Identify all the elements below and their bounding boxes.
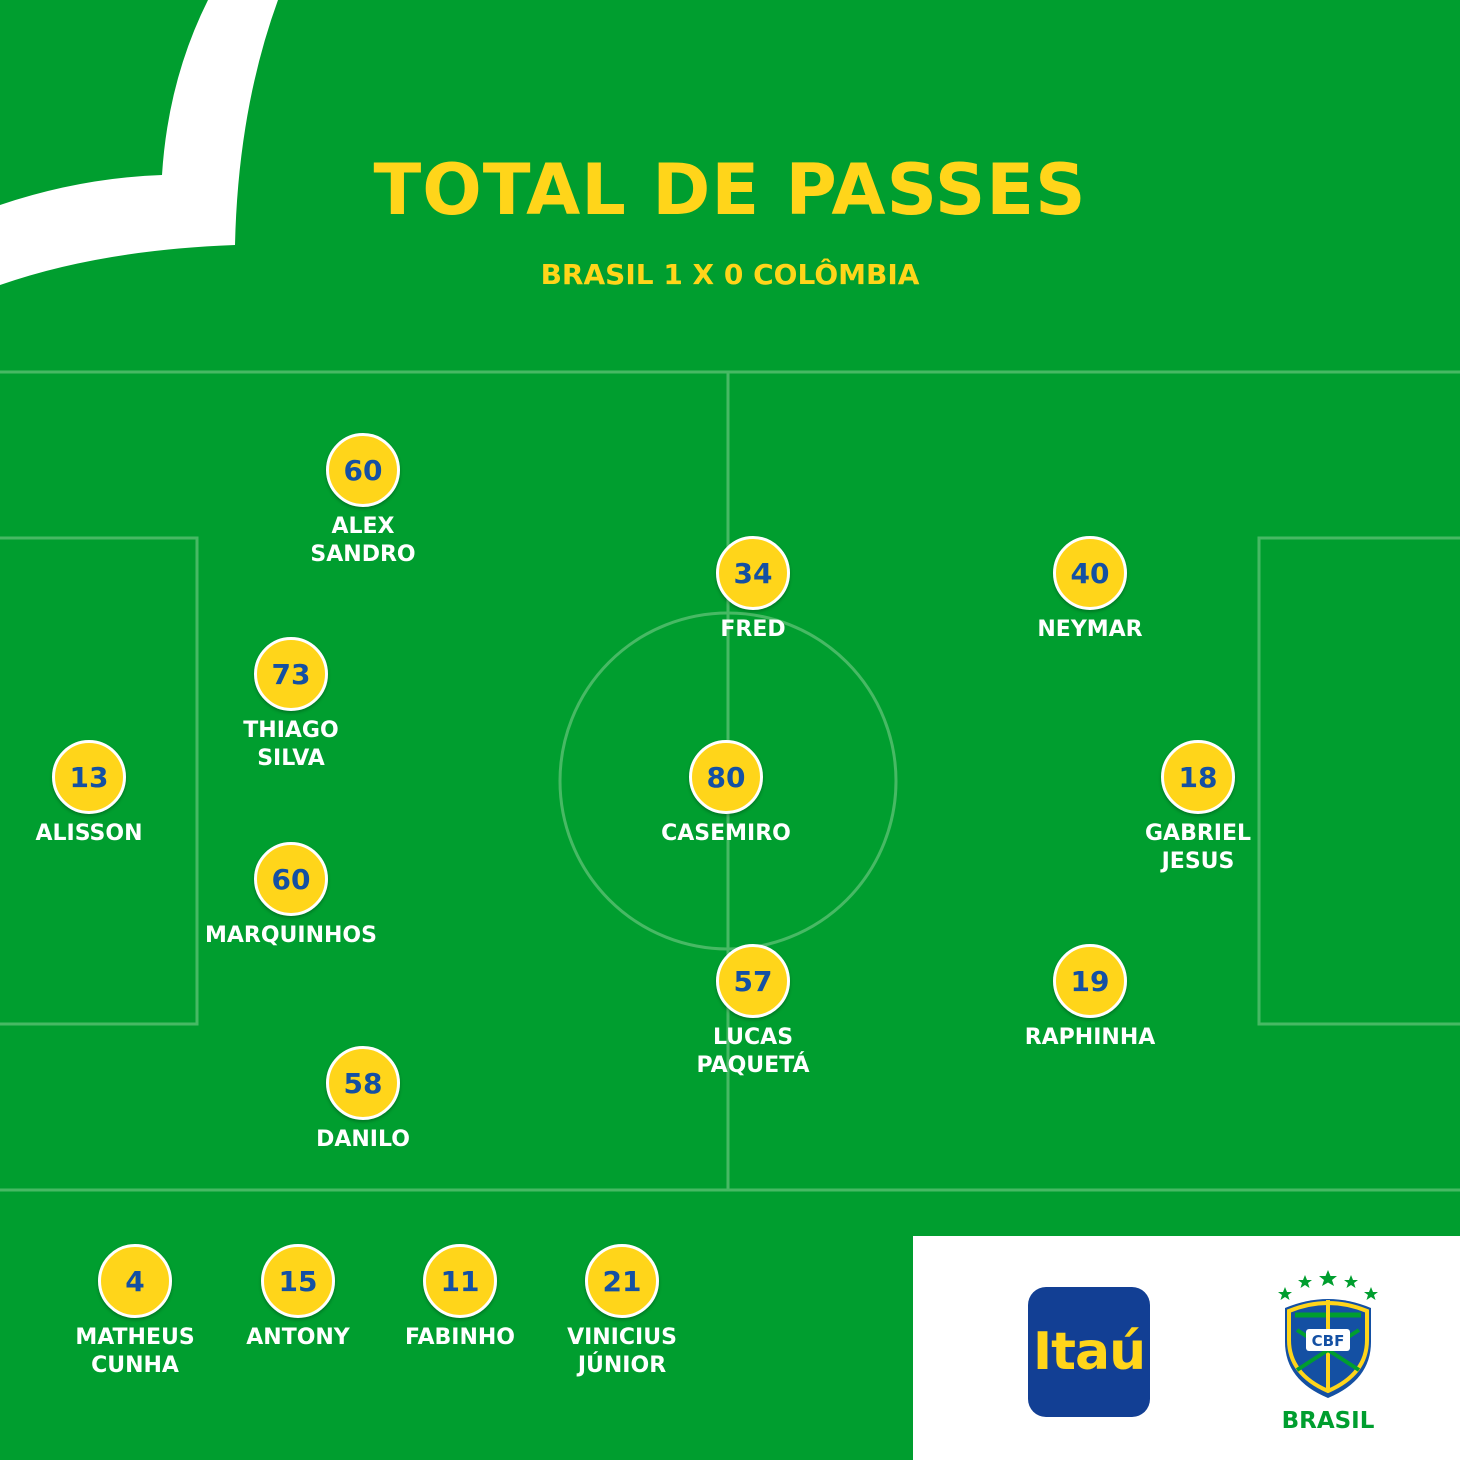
decorative-swoosh [0,0,278,285]
pass-count-badge: 73 [254,637,328,711]
player-name: ALEX SANDRO [310,514,416,567]
player-name: GABRIEL JESUS [1144,821,1252,874]
player-alex-sandro: 60 ALEX SANDRO [253,433,473,569]
player-name: ANTONY [246,1325,350,1350]
pass-count-badge: 15 [261,1244,335,1318]
player-name: THIAGO SILVA [243,718,339,771]
pass-count-badge: 11 [423,1244,497,1318]
match-score: BRASIL 1 X 0 COLÔMBIA [540,258,920,291]
player-alisson: 13 ALISSON [0,740,199,848]
pass-count-badge: 40 [1053,536,1127,610]
player-casemiro: 80 CASEMIRO [616,740,836,848]
player-name: MATHEUS CUNHA [75,1325,195,1378]
sponsor-panel: Itaú CBF BRASIL [913,1236,1460,1460]
cbf-crest-icon: CBF [1278,1270,1378,1398]
itau-wordmark: Itaú [1032,1322,1146,1382]
pass-count-badge: 80 [689,740,763,814]
pass-count-badge: 13 [52,740,126,814]
pass-count-badge: 57 [716,944,790,1018]
player-name: RAPHINHA [1024,1025,1156,1050]
pass-count-badge: 4 [98,1244,172,1318]
cbf-brasil-label: BRASIL [1281,1408,1375,1434]
pass-count-badge: 21 [585,1244,659,1318]
cbf-badge-text: CBF [1312,1332,1345,1350]
sub-fabinho: 11 FABINHO [350,1244,570,1352]
pass-count-badge: 18 [1161,740,1235,814]
player-name: FABINHO [404,1325,515,1350]
sub-vinicius-junior: 21 VINICIUS JÚNIOR [512,1244,732,1380]
player-raphinha: 19 RAPHINHA [980,944,1200,1052]
player-name: DANILO [316,1127,410,1152]
pass-count-badge: 60 [326,433,400,507]
player-name: CASEMIRO [661,821,791,846]
player-name: MARQUINHOS [205,923,377,948]
player-name: ALISSON [35,821,143,846]
sub-matheus-cunha: 4 MATHEUS CUNHA [25,1244,245,1380]
player-name: NEYMAR [1037,617,1143,642]
sub-antony: 15 ANTONY [188,1244,408,1352]
pass-count-badge: 60 [254,842,328,916]
player-lucas-paqueta: 57 LUCAS PAQUETÁ [643,944,863,1080]
pass-count-badge: 58 [326,1046,400,1120]
player-neymar: 40 NEYMAR [980,536,1200,644]
itau-logo: Itaú [1028,1287,1150,1417]
player-danilo: 58 DANILO [253,1046,473,1154]
pass-count-badge: 34 [716,536,790,610]
pass-count-badge: 19 [1053,944,1127,1018]
player-name: FRED [720,617,786,642]
player-name: VINICIUS JÚNIOR [567,1325,677,1378]
player-name: LUCAS PAQUETÁ [696,1025,810,1078]
player-marquinhos: 60 MARQUINHOS [181,842,401,950]
page-title: TOTAL DE PASSES [373,149,1087,231]
player-gabriel-jesus: 18 GABRIEL JESUS [1088,740,1308,876]
player-fred: 34 FRED [643,536,863,644]
player-thiago-silva: 73 THIAGO SILVA [181,637,401,773]
